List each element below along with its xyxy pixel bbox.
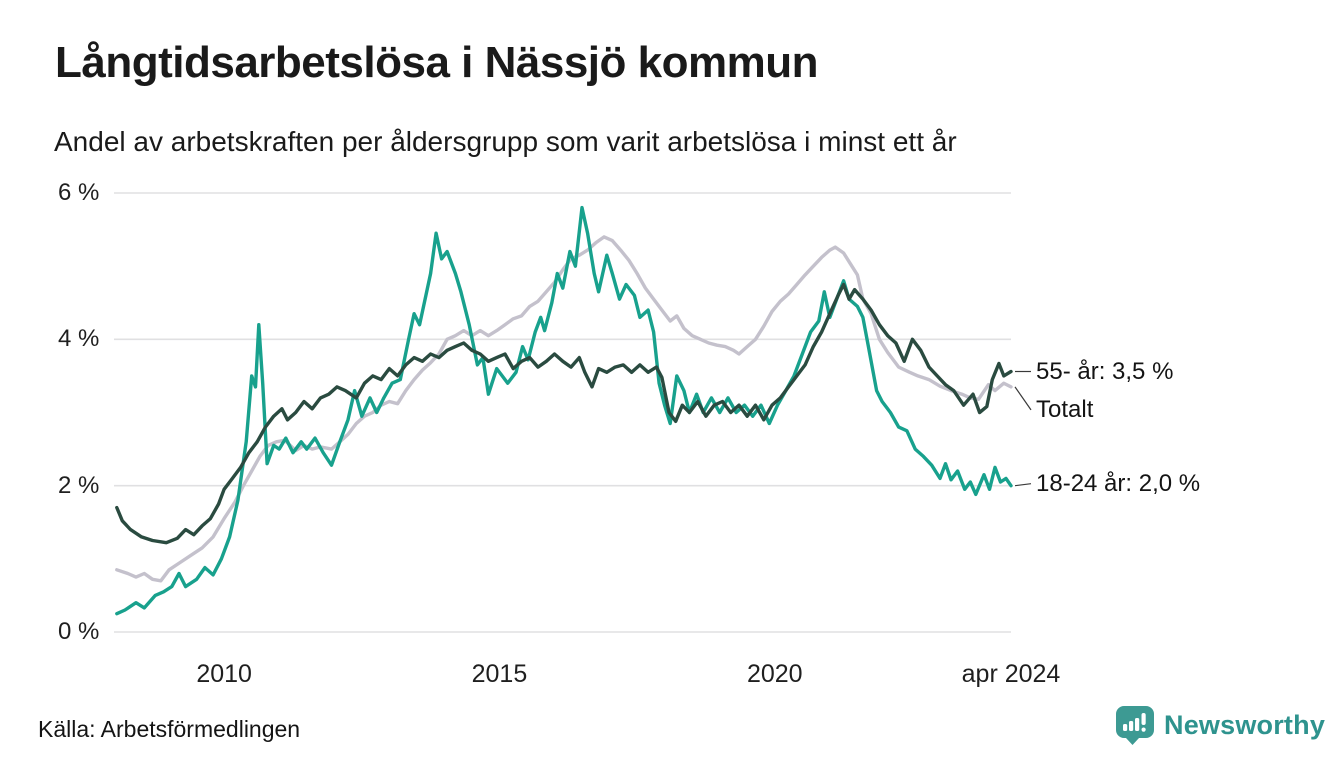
newsworthy-logo-icon: [1115, 705, 1155, 745]
chart-title: Långtidsarbetslösa i Nässjö kommun: [55, 38, 818, 87]
y-axis-tick-label-4: 4 %: [58, 325, 100, 353]
x-axis-tick-label-2015: 2015: [471, 660, 528, 688]
series-line-18-24-år: [115, 205, 1013, 616]
x-axis-tick-label-2020: 2020: [746, 660, 803, 688]
series-end-label-55-ar: 55- år: 3,5 %: [1036, 357, 1174, 385]
newsworthy-logo: Newsworthy: [1115, 705, 1325, 745]
x-axis-tick-label-apr-2024: apr 2024: [961, 660, 1061, 688]
series-end-label-totalt: Totalt: [1036, 395, 1094, 423]
chart-subtitle: Andel av arbetskraften per åldersgrupp s…: [54, 126, 957, 157]
y-axis-tick-label-6: 6 %: [58, 179, 100, 206]
end-label-connector-Totalt: [1014, 386, 1032, 411]
x-axis-tick-label-2010: 2010: [196, 660, 252, 688]
y-axis-tick-label-2: 2 %: [58, 471, 100, 499]
series-line-55--år: [115, 282, 1013, 545]
source-note: Källa: Arbetsförmedlingen: [38, 716, 301, 742]
series-end-label-18-24-ar: 18-24 år: 2,0 %: [1036, 469, 1201, 497]
y-axis-tick-label-0: 0 %: [58, 618, 100, 645]
end-label-connector-18-24-år: [1014, 483, 1032, 487]
newsworthy-logo-text: Newsworthy: [1164, 709, 1326, 740]
